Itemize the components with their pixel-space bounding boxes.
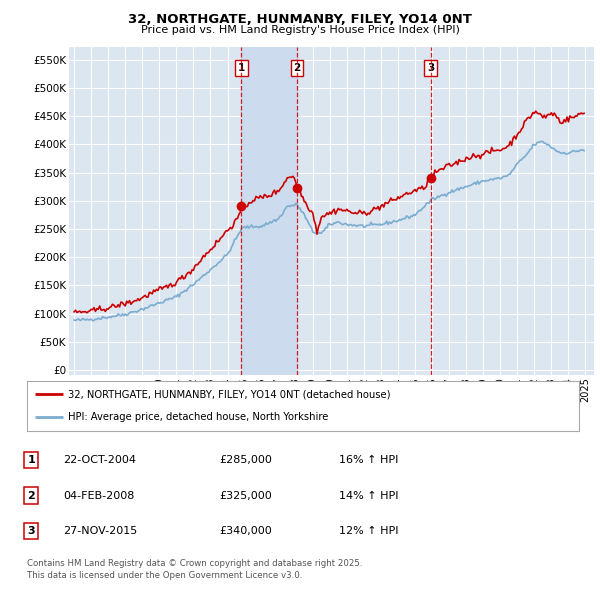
Text: Price paid vs. HM Land Registry's House Price Index (HPI): Price paid vs. HM Land Registry's House … bbox=[140, 25, 460, 35]
Text: 22-OCT-2004: 22-OCT-2004 bbox=[63, 455, 136, 465]
Text: HPI: Average price, detached house, North Yorkshire: HPI: Average price, detached house, Nort… bbox=[68, 412, 329, 422]
Text: Contains HM Land Registry data © Crown copyright and database right 2025.
This d: Contains HM Land Registry data © Crown c… bbox=[27, 559, 362, 580]
Text: 32, NORTHGATE, HUNMANBY, FILEY, YO14 0NT: 32, NORTHGATE, HUNMANBY, FILEY, YO14 0NT bbox=[128, 13, 472, 26]
Text: 3: 3 bbox=[427, 63, 434, 73]
Text: 1: 1 bbox=[238, 63, 245, 73]
Text: £325,000: £325,000 bbox=[219, 491, 272, 500]
Text: 32, NORTHGATE, HUNMANBY, FILEY, YO14 0NT (detached house): 32, NORTHGATE, HUNMANBY, FILEY, YO14 0NT… bbox=[68, 389, 391, 399]
Text: 2: 2 bbox=[293, 63, 301, 73]
Text: 3: 3 bbox=[28, 526, 35, 536]
Text: 12% ↑ HPI: 12% ↑ HPI bbox=[339, 526, 398, 536]
Text: £285,000: £285,000 bbox=[219, 455, 272, 465]
Text: £340,000: £340,000 bbox=[219, 526, 272, 536]
Text: 14% ↑ HPI: 14% ↑ HPI bbox=[339, 491, 398, 500]
Text: 1: 1 bbox=[28, 455, 35, 465]
Text: 2: 2 bbox=[28, 491, 35, 500]
Bar bbox=[241, 47, 297, 375]
Text: 04-FEB-2008: 04-FEB-2008 bbox=[63, 491, 134, 500]
Text: 16% ↑ HPI: 16% ↑ HPI bbox=[339, 455, 398, 465]
Text: 27-NOV-2015: 27-NOV-2015 bbox=[63, 526, 137, 536]
